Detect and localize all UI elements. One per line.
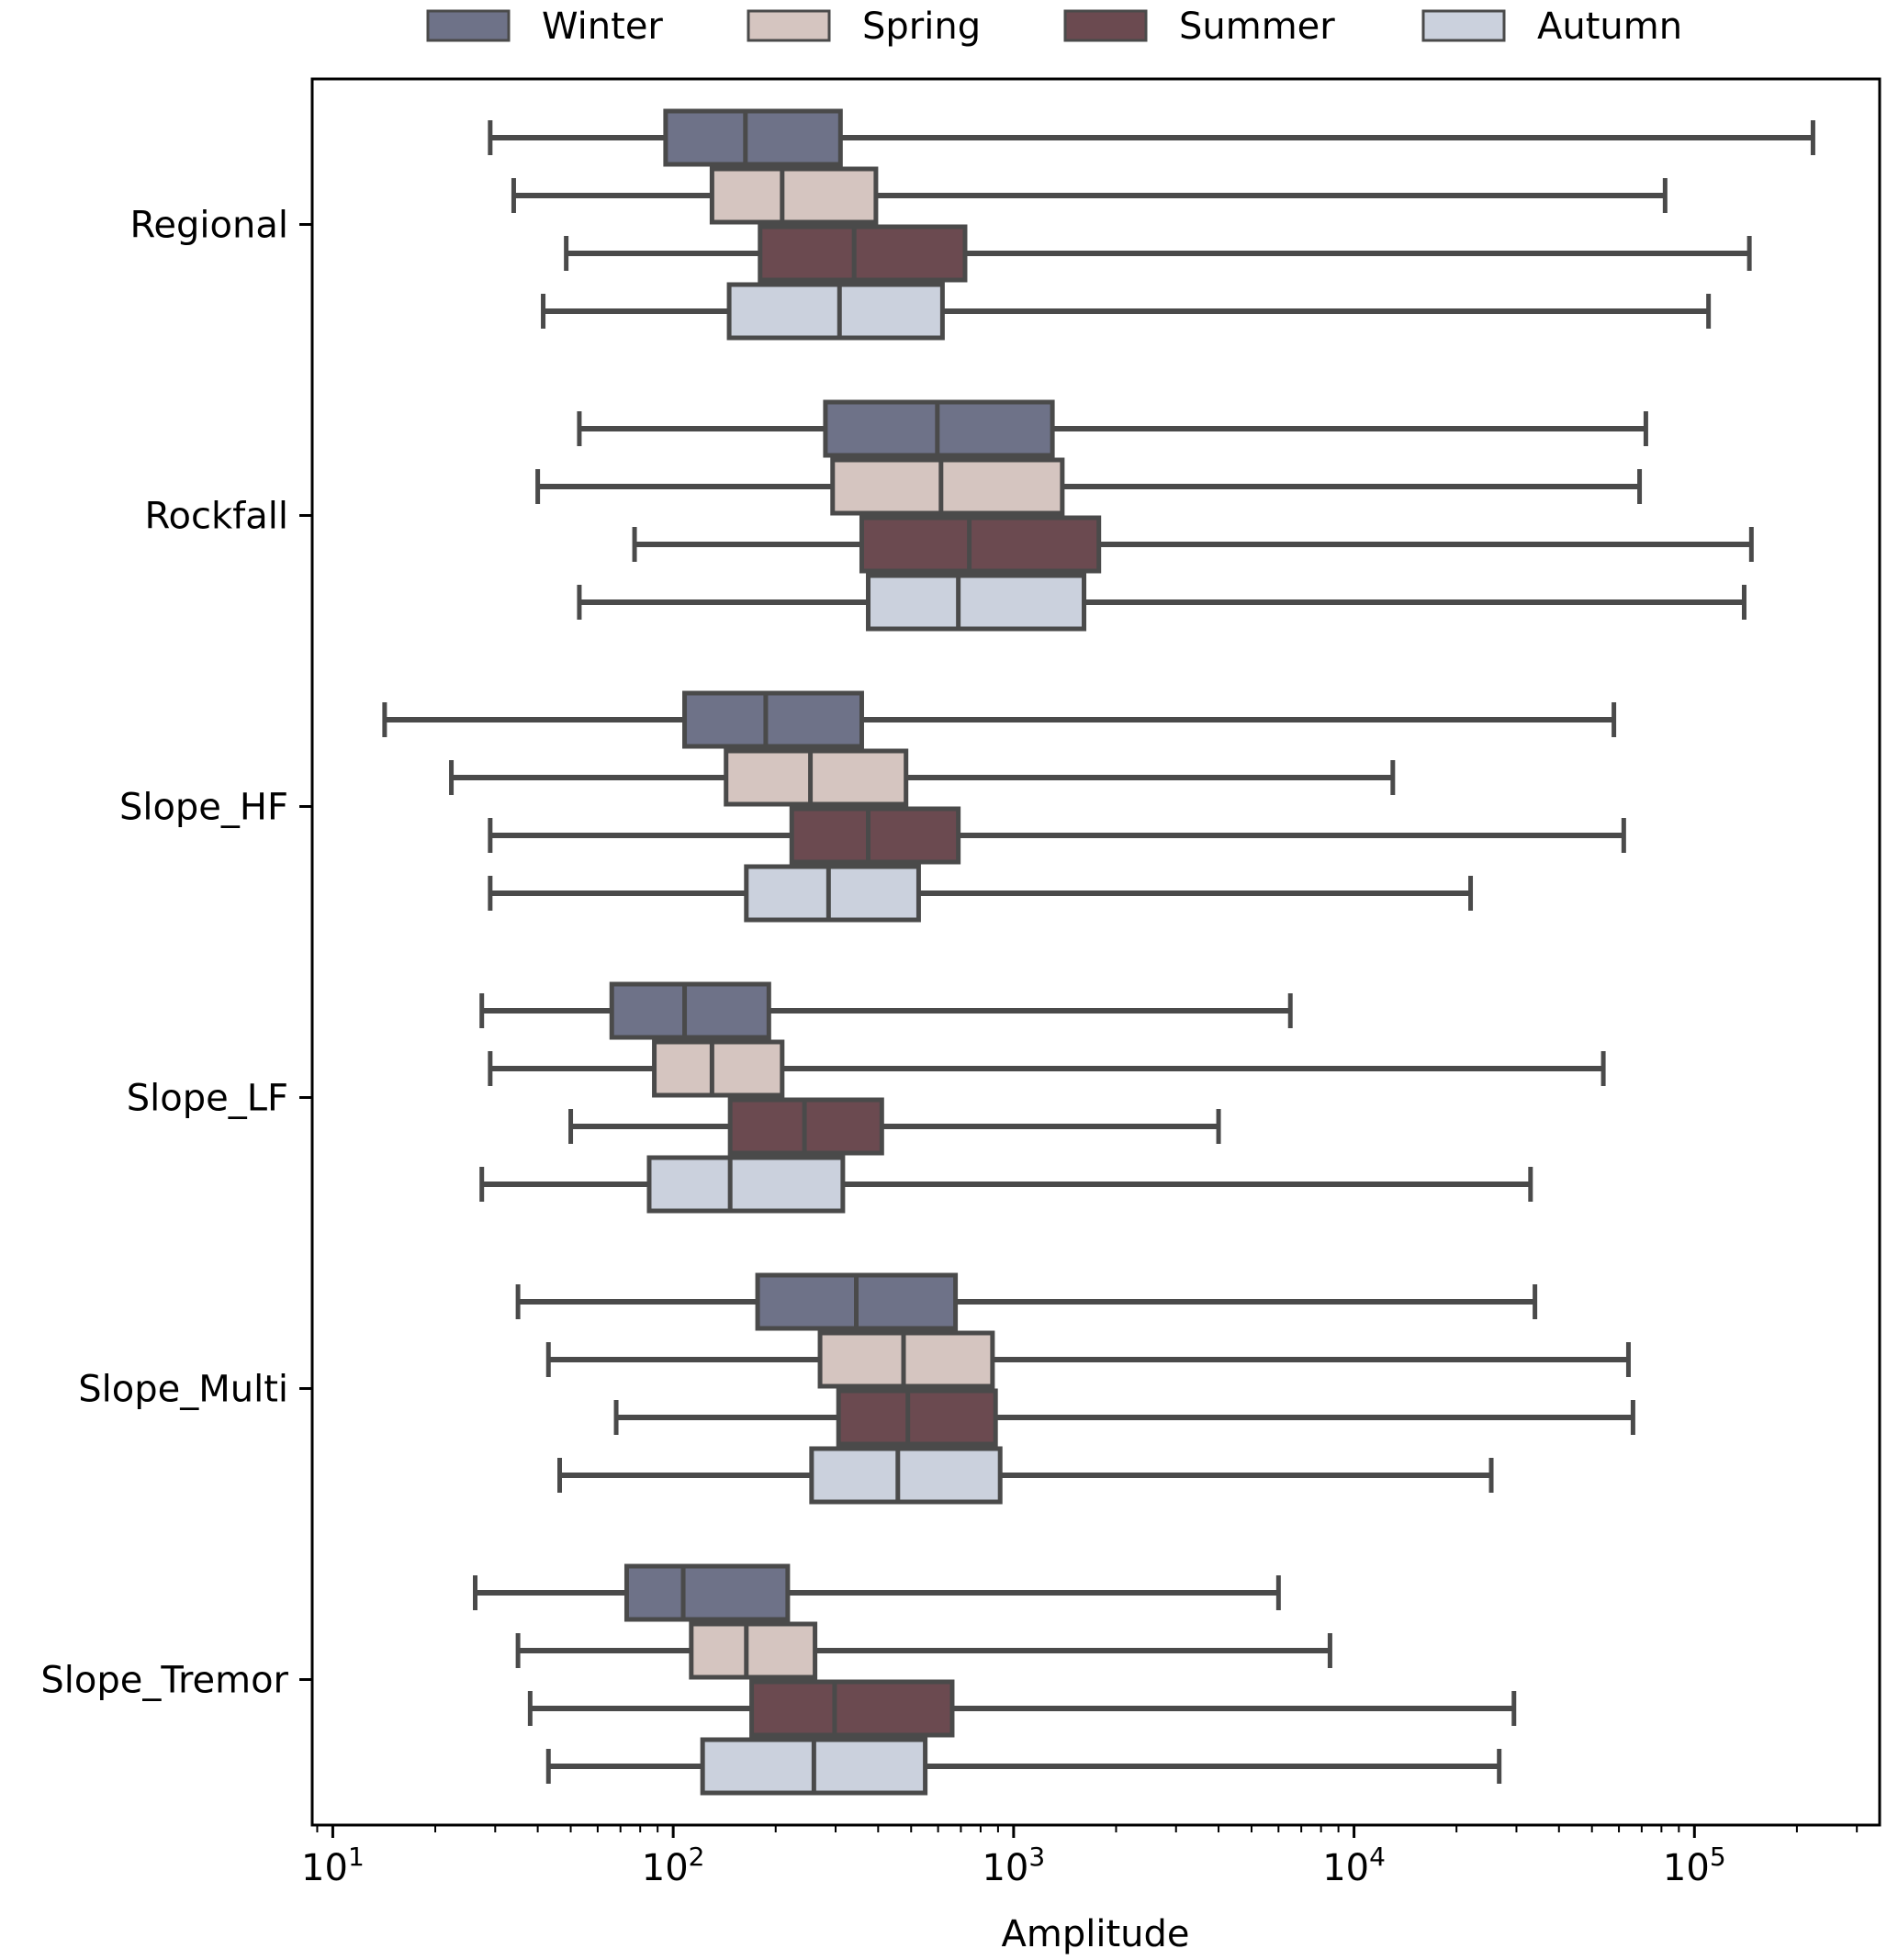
y-tick-label: Slope_HF — [119, 787, 288, 829]
box-slope_tremor-winter — [472, 1563, 1281, 1622]
x-tick-label: 104 — [1322, 1842, 1386, 1889]
box-regional-spring — [511, 166, 1668, 225]
iqr-box — [709, 166, 879, 225]
box-slope_hf-winter — [382, 690, 1617, 749]
box-regional-summer — [564, 224, 1752, 283]
iqr-box — [836, 1388, 998, 1447]
x-tick-label: 101 — [301, 1842, 365, 1889]
box-slope_tremor-autumn — [545, 1737, 1502, 1796]
x-axis: 101 102 103 104 105 — [301, 1825, 1859, 1889]
x-tick-label: 102 — [642, 1842, 705, 1889]
legend-swatch — [426, 9, 511, 42]
legend: Winter Spring Summer Autumn — [426, 6, 1682, 48]
y-tick-label: Slope_Multi — [78, 1369, 288, 1411]
box-regional-winter — [488, 108, 1815, 167]
tick-base: 10 — [301, 1847, 348, 1889]
box-slope_tremor-summer — [527, 1679, 1517, 1738]
legend-swatch — [747, 9, 831, 42]
iqr-box — [682, 690, 864, 749]
legend-item-winter: Winter — [426, 6, 663, 48]
legend-item-spring: Spring — [747, 6, 981, 48]
iqr-box — [859, 515, 1102, 574]
iqr-box — [758, 224, 968, 283]
tick-exponent: 5 — [1710, 1842, 1726, 1872]
iqr-box — [866, 573, 1087, 632]
tick-base: 10 — [642, 1847, 689, 1889]
x-tick-label: 103 — [982, 1842, 1045, 1889]
tick-exponent: 3 — [1028, 1842, 1045, 1872]
y-tick-label: Slope_LF — [127, 1078, 288, 1120]
iqr-box — [726, 282, 945, 341]
legend-item-autumn: Autumn — [1421, 6, 1682, 48]
iqr-box — [689, 1621, 818, 1680]
tick-base: 10 — [1322, 1847, 1369, 1889]
tick-exponent: 1 — [348, 1842, 365, 1872]
tick-base: 10 — [1663, 1847, 1710, 1889]
box-slope_multi-spring — [545, 1330, 1631, 1389]
y-tick-label: Regional — [129, 205, 288, 247]
box-slope_lf-autumn — [479, 1155, 1533, 1214]
x-tick-label: 105 — [1663, 1842, 1726, 1889]
box-regional-autumn — [541, 282, 1712, 341]
x-axis-label: Amplitude — [1002, 1913, 1190, 1955]
box-slope_multi-autumn — [557, 1446, 1494, 1505]
box-slope_multi-summer — [613, 1388, 1635, 1447]
box-slope_tremor-spring — [515, 1621, 1332, 1680]
iqr-box — [789, 806, 961, 865]
iqr-box — [724, 748, 909, 807]
boxes-layer — [382, 108, 1815, 1796]
iqr-box — [609, 981, 771, 1040]
tick-exponent: 2 — [689, 1842, 705, 1872]
iqr-box — [646, 1155, 846, 1214]
iqr-box — [652, 1039, 785, 1098]
legend-swatch — [1421, 9, 1506, 42]
legend-swatch — [1063, 9, 1148, 42]
legend-item-summer: Summer — [1063, 6, 1335, 48]
box-slope_lf-summer — [568, 1097, 1221, 1156]
box-slope_lf-spring — [488, 1039, 1606, 1098]
iqr-box — [663, 108, 843, 167]
box-rockfall-summer — [632, 515, 1754, 574]
iqr-box — [623, 1563, 791, 1622]
tick-base: 10 — [982, 1847, 1028, 1889]
iqr-box — [749, 1679, 955, 1738]
box-slope_hf-summer — [488, 806, 1626, 865]
box-rockfall-autumn — [577, 573, 1746, 632]
y-tick-label: Slope_Tremor — [40, 1660, 288, 1702]
legend-label: Summer — [1179, 6, 1335, 48]
box-slope_hf-autumn — [488, 864, 1474, 923]
tick-exponent: 4 — [1369, 1842, 1386, 1872]
box-rockfall-winter — [577, 399, 1648, 458]
axes-frame — [310, 77, 1881, 1827]
iqr-box — [817, 1330, 995, 1389]
iqr-box — [809, 1446, 1003, 1505]
plot-area — [310, 77, 1881, 1827]
legend-label: Autumn — [1537, 6, 1682, 48]
y-tick-label: Rockfall — [145, 496, 288, 538]
legend-label: Winter — [542, 6, 663, 48]
iqr-box — [830, 457, 1065, 516]
box-slope_hf-spring — [449, 748, 1396, 807]
iqr-box — [744, 864, 921, 923]
y-axis: Regional Rockfall Slope_HF Slope_LF Slope_Mu… — [40, 205, 312, 1702]
box-slope_lf-winter — [479, 981, 1293, 1040]
legend-label: Spring — [862, 6, 981, 48]
box-slope_multi-winter — [515, 1272, 1538, 1331]
box-rockfall-spring — [535, 457, 1643, 516]
